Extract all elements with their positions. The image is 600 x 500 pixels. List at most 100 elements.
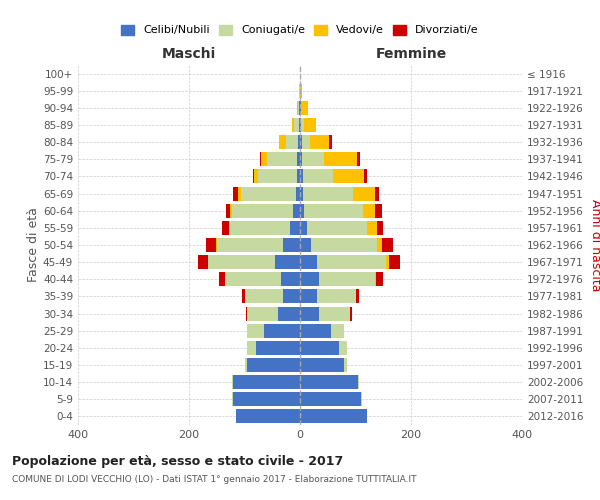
Bar — [301, 101, 308, 115]
Bar — [299, 118, 300, 132]
Bar — [232, 392, 233, 406]
Bar — [229, 221, 230, 235]
Bar — [232, 204, 293, 218]
Bar — [367, 221, 377, 235]
Bar — [278, 306, 300, 320]
Bar — [375, 186, 379, 200]
Bar — [300, 306, 319, 320]
Bar — [290, 221, 300, 235]
Bar — [377, 238, 382, 252]
Bar — [302, 135, 310, 149]
Bar — [236, 410, 300, 424]
Bar — [317, 255, 386, 269]
Bar — [247, 341, 256, 355]
Text: Popolazione per età, sesso e stato civile - 2017: Popolazione per età, sesso e stato civil… — [12, 455, 343, 468]
Bar — [356, 290, 359, 304]
Bar — [230, 221, 290, 235]
Bar — [377, 221, 383, 235]
Bar — [281, 272, 300, 286]
Bar — [311, 238, 377, 252]
Bar — [296, 186, 300, 200]
Bar — [304, 204, 363, 218]
Bar — [300, 341, 339, 355]
Bar — [297, 152, 300, 166]
Bar — [344, 358, 347, 372]
Bar — [256, 341, 300, 355]
Bar — [375, 272, 376, 286]
Bar — [300, 186, 303, 200]
Bar — [300, 118, 301, 132]
Bar — [245, 358, 247, 372]
Bar — [283, 238, 300, 252]
Bar — [247, 306, 278, 320]
Bar — [233, 375, 300, 389]
Bar — [319, 272, 375, 286]
Bar — [375, 204, 382, 218]
Bar — [376, 272, 383, 286]
Bar — [339, 341, 347, 355]
Bar — [350, 306, 352, 320]
Bar — [331, 324, 344, 338]
Bar — [292, 118, 295, 132]
Bar — [298, 135, 300, 149]
Bar — [208, 255, 275, 269]
Legend: Celibi/Nubili, Coniugati/e, Vedovi/e, Divorziati/e: Celibi/Nubili, Coniugati/e, Vedovi/e, Di… — [117, 20, 483, 40]
Bar — [302, 152, 324, 166]
Bar — [382, 238, 393, 252]
Bar — [300, 392, 361, 406]
Bar — [267, 152, 297, 166]
Text: Femmine: Femmine — [376, 48, 446, 62]
Bar — [254, 170, 259, 183]
Bar — [300, 272, 319, 286]
Bar — [296, 101, 298, 115]
Bar — [303, 186, 353, 200]
Bar — [206, 238, 215, 252]
Bar — [226, 204, 230, 218]
Bar — [238, 186, 241, 200]
Bar — [389, 255, 400, 269]
Bar — [295, 118, 299, 132]
Bar — [232, 375, 233, 389]
Bar — [298, 101, 299, 115]
Bar — [300, 135, 302, 149]
Bar — [230, 204, 232, 218]
Bar — [293, 204, 300, 218]
Bar — [260, 152, 261, 166]
Y-axis label: Anni di nascita: Anni di nascita — [589, 198, 600, 291]
Bar — [283, 290, 300, 304]
Bar — [363, 204, 375, 218]
Bar — [300, 358, 344, 372]
Y-axis label: Fasce di età: Fasce di età — [27, 208, 40, 282]
Bar — [264, 324, 300, 338]
Bar — [301, 118, 304, 132]
Bar — [300, 170, 303, 183]
Bar — [241, 186, 296, 200]
Bar — [247, 324, 264, 338]
Bar — [300, 255, 317, 269]
Bar — [300, 152, 302, 166]
Bar — [310, 135, 329, 149]
Bar — [233, 186, 238, 200]
Bar — [217, 238, 283, 252]
Bar — [198, 255, 208, 269]
Bar — [300, 238, 311, 252]
Bar — [307, 221, 367, 235]
Bar — [253, 170, 254, 183]
Bar — [280, 135, 286, 149]
Bar — [215, 238, 217, 252]
Bar — [242, 290, 245, 304]
Bar — [246, 306, 247, 320]
Bar — [353, 186, 375, 200]
Bar — [233, 392, 300, 406]
Text: Maschi: Maschi — [162, 48, 216, 62]
Bar — [357, 152, 360, 166]
Bar — [259, 170, 297, 183]
Bar — [300, 84, 302, 98]
Bar — [286, 135, 298, 149]
Bar — [300, 290, 317, 304]
Bar — [317, 290, 355, 304]
Bar — [364, 170, 367, 183]
Bar — [275, 255, 300, 269]
Bar — [303, 170, 334, 183]
Bar — [324, 152, 357, 166]
